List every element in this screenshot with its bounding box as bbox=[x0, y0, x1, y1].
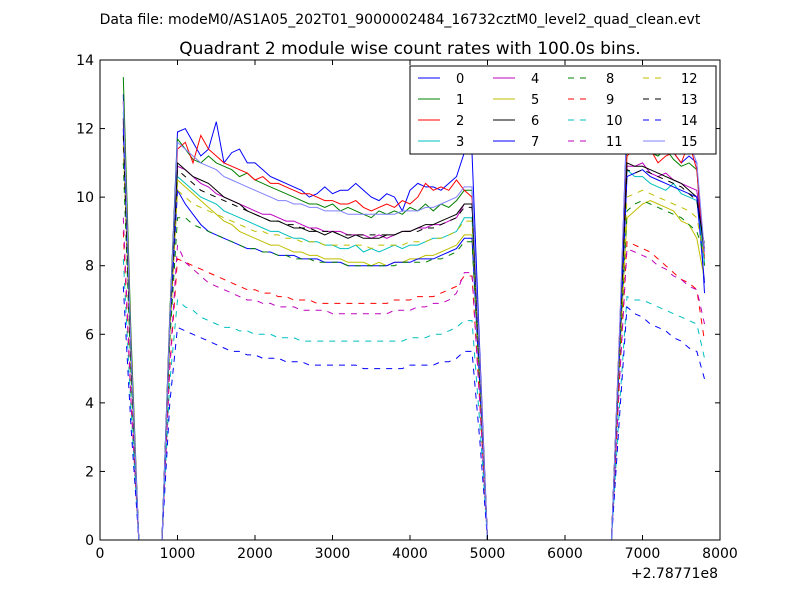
x-tick-label: 1000 bbox=[160, 546, 196, 562]
x-tick-label: 8000 bbox=[702, 546, 738, 562]
y-tick-label: 4 bbox=[85, 396, 94, 412]
ticks-layer: 0 1000 2000 3000 4000 5000 6000 7000 80000246810… bbox=[76, 53, 738, 562]
series-line-0 bbox=[122, 94, 705, 540]
legend-label-1: 1 bbox=[456, 93, 464, 108]
y-tick-label: 0 bbox=[85, 533, 94, 549]
legend-label-4: 4 bbox=[531, 72, 539, 87]
series-line-1 bbox=[122, 77, 705, 540]
series-line-11 bbox=[122, 217, 705, 540]
y-tick-label: 6 bbox=[85, 327, 94, 343]
legend-label-7: 7 bbox=[531, 135, 539, 150]
y-tick-label: 2 bbox=[85, 464, 94, 480]
series-line-9 bbox=[122, 231, 705, 540]
x-tick-label: 6000 bbox=[547, 546, 583, 562]
x-tick-label: 7000 bbox=[625, 546, 661, 562]
x-tick-label: 2000 bbox=[237, 546, 273, 562]
y-tick-label: 8 bbox=[85, 259, 94, 275]
series-line-3 bbox=[122, 111, 705, 540]
chart-title: Quadrant 2 module wise count rates with … bbox=[179, 39, 640, 59]
series-line-6 bbox=[122, 118, 705, 540]
y-tick-label: 10 bbox=[76, 190, 94, 206]
legend-label-13: 13 bbox=[681, 93, 698, 108]
legend-label-0: 0 bbox=[456, 72, 464, 87]
legend-frame bbox=[409, 65, 717, 155]
x-tick-label: 3000 bbox=[315, 546, 351, 562]
legend-label-2: 2 bbox=[456, 114, 464, 129]
legend-label-15: 15 bbox=[681, 135, 698, 150]
x-offset-label: +2.78771e8 bbox=[631, 566, 718, 582]
series-line-2 bbox=[122, 101, 705, 540]
x-tick-label: 0 bbox=[96, 546, 105, 562]
legend-label-3: 3 bbox=[456, 135, 464, 150]
y-tick-label: 12 bbox=[76, 122, 94, 138]
legend-label-6: 6 bbox=[531, 114, 539, 129]
x-tick-label: 4000 bbox=[392, 546, 428, 562]
legend-label-9: 9 bbox=[606, 93, 614, 108]
series-line-10 bbox=[122, 258, 705, 540]
series-line-14 bbox=[122, 286, 705, 540]
x-tick-label: 5000 bbox=[470, 546, 506, 562]
legend-label-5: 5 bbox=[531, 93, 539, 108]
legend-label-8: 8 bbox=[606, 72, 614, 87]
legend-label-10: 10 bbox=[606, 114, 623, 129]
plot-area: 0 1000 2000 3000 4000 5000 6000 7000 80000246810… bbox=[76, 53, 738, 582]
legend-label-11: 11 bbox=[606, 135, 623, 150]
series-line-12 bbox=[122, 145, 705, 540]
y-tick-label: 14 bbox=[76, 53, 94, 69]
legend-label-12: 12 bbox=[681, 72, 698, 87]
series-line-15 bbox=[122, 101, 705, 540]
chart-suptitle: Data file: modeM0/AS1A05_202T01_90000024… bbox=[100, 12, 701, 28]
legend-label-14: 14 bbox=[681, 114, 698, 129]
series-line-8 bbox=[122, 162, 705, 540]
series-layer bbox=[122, 77, 705, 540]
series-line-5 bbox=[122, 128, 705, 540]
